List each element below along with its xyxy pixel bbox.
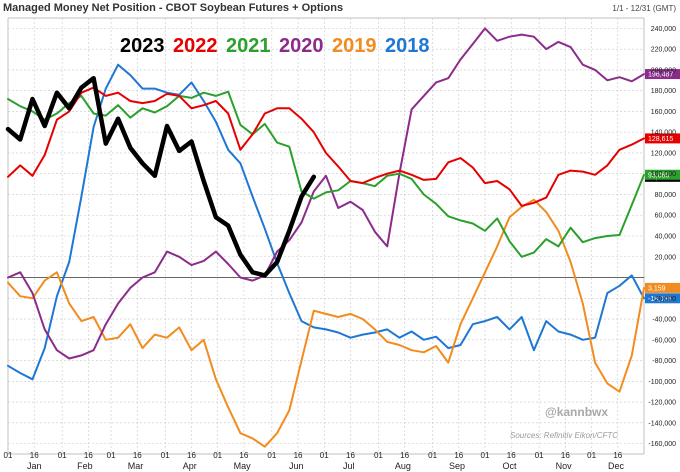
y-tick-label: -120,000 <box>648 400 676 407</box>
end-tag-label-2021: 98,080 <box>648 172 670 179</box>
series-line-2021 <box>7 90 645 258</box>
y-tick-label: 140,000 <box>651 130 676 137</box>
end-tag-box-2019 <box>645 282 680 293</box>
y-tick-label: -80,000 <box>652 358 676 365</box>
y-tick-label: 220,000 <box>651 47 676 54</box>
x-month-label: Sep <box>449 461 465 471</box>
y-tick-label: 100,000 <box>651 171 676 178</box>
legend-item-2018: 2018 <box>385 35 430 57</box>
x-tick-label: 16 <box>133 451 142 460</box>
legend-item-2021: 2021 <box>226 35 271 57</box>
x-month-label: Dec <box>608 461 625 471</box>
end-tag-box-2021 <box>645 169 680 180</box>
y-tick-label: -160,000 <box>648 441 676 448</box>
x-tick-label: 01 <box>267 451 276 460</box>
x-tick-label: 01 <box>213 451 222 460</box>
x-month-label: Nov <box>556 461 573 471</box>
end-tag-box-2022 <box>645 133 680 144</box>
y-tick-label: 160,000 <box>651 109 676 116</box>
x-tick-label: 16 <box>187 451 196 460</box>
author-handle: @kannbwx <box>545 405 608 419</box>
x-tick-label: 01 <box>428 451 437 460</box>
x-tick-label: 16 <box>507 451 516 460</box>
x-month-label: Aug <box>395 461 411 471</box>
y-tick-label: -60,000 <box>652 337 676 344</box>
x-month-label: Mar <box>128 461 144 471</box>
end-tag-label-2019: 3,159 <box>648 285 666 292</box>
x-month-label: Apr <box>183 461 197 471</box>
y-tick-label: 40,000 <box>655 234 677 241</box>
y-tick-label: 200,000 <box>651 67 676 74</box>
y-tick-label: 60,000 <box>655 213 677 220</box>
series-line-2018 <box>7 63 645 381</box>
y-tick-label: -100,000 <box>648 379 676 386</box>
y-axis: 240,000 220,000 200,000 180,000 160,000 140,0… <box>648 26 676 448</box>
source-note: Sources: Refinitiv Eikon/CFTC <box>510 431 618 440</box>
legend-item-2023: 2023 <box>120 35 165 57</box>
x-tick-label: 16 <box>346 451 355 460</box>
end-tag-label-2020: 196,487 <box>648 72 673 79</box>
date-range-label: 1/1 - 12/31 (GMT) <box>612 4 676 13</box>
y-tick-label: 180,000 <box>651 88 676 95</box>
end-tag-label-2022: 128,615 <box>648 136 673 143</box>
y-tick-label: 20,000 <box>655 254 677 261</box>
x-tick-label: 01 <box>481 451 490 460</box>
x-tick-label: 01 <box>58 451 67 460</box>
x-month-label: Oct <box>502 461 517 471</box>
x-tick-label: 01 <box>4 451 13 460</box>
end-tag-box-2020 <box>645 69 680 80</box>
x-tick-label: 16 <box>30 451 39 460</box>
y-tick-label: -40,000 <box>652 317 676 324</box>
legend-item-2020: 2020 <box>279 35 324 57</box>
x-tick-label: 01 <box>107 451 116 460</box>
x-tick-label: 16 <box>84 451 93 460</box>
x-tick-label: 16 <box>239 451 248 460</box>
end-tag-label-2018: -18,136 <box>648 296 672 303</box>
x-month-label: Jan <box>27 461 42 471</box>
series-line-2019 <box>7 198 645 448</box>
y-tick-label: 80,000 <box>655 192 677 199</box>
x-month-label: Jul <box>343 461 355 471</box>
series-lines <box>5 27 645 448</box>
y-tick-label: -20,000 <box>652 296 676 303</box>
x-tick-label: 16 <box>561 451 570 460</box>
end-tag-box-2018 <box>645 293 680 304</box>
chart-title: Managed Money Net Position - CBOT Soybea… <box>3 2 343 14</box>
y-tick-label: -140,000 <box>648 420 676 427</box>
x-axis: 01 16 01 16 01 16 01 16 01 16 01 16 01 16 01 16 01 16 01 16… <box>4 451 625 471</box>
y-tick-label: 120,000 <box>651 150 676 157</box>
x-tick-label: 16 <box>400 451 409 460</box>
series-line-2020 <box>7 27 645 360</box>
x-tick-label: 01 <box>161 451 170 460</box>
x-tick-label: 16 <box>613 451 622 460</box>
series-line-2023 <box>5 75 317 278</box>
legend-item-2019: 2019 <box>332 35 377 57</box>
x-month-label: Feb <box>77 461 93 471</box>
x-month-label: Jun <box>289 461 304 471</box>
x-tick-label: 16 <box>294 451 303 460</box>
x-tick-label: 01 <box>587 451 596 460</box>
legend: 2023 2022 2021 2020 2019 2018 <box>120 35 430 57</box>
y-tick-label: 240,000 <box>651 26 676 33</box>
x-tick-label: 01 <box>374 451 383 460</box>
x-tick-label: 16 <box>454 451 463 460</box>
series-line-2022 <box>7 86 645 207</box>
x-tick-label: 01 <box>320 451 329 460</box>
legend-item-2022: 2022 <box>173 35 218 57</box>
x-tick-label: 01 <box>535 451 544 460</box>
x-month-label: May <box>234 461 252 471</box>
